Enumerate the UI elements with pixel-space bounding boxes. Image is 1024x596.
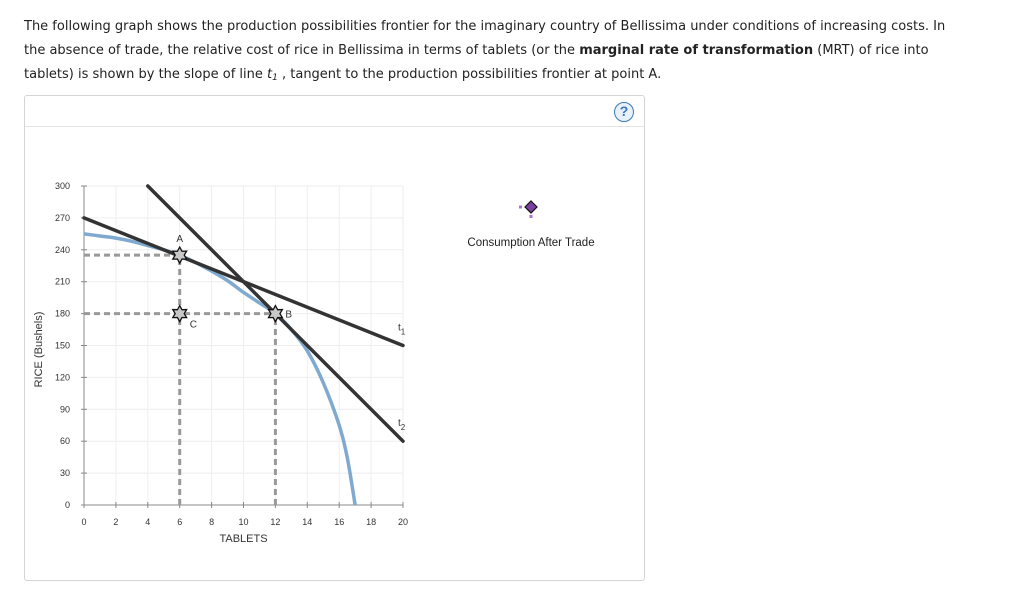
point-b-marker [267,304,284,323]
consumption-after-trade-label: Consumption After Trade [467,237,594,249]
help-button[interactable]: ? [614,102,634,122]
point-b-label: B [285,310,292,321]
x-tick-label: 2 [113,517,118,527]
point-c-label: C [190,320,197,331]
x-tick-label: 0 [81,517,86,527]
x-tick-label: 10 [238,517,248,527]
t1-symbol: t1 [267,67,278,83]
x-tick-label: 6 [177,517,182,527]
point-c-marker [171,304,188,323]
x-tick-label: 14 [302,517,312,527]
y-tick-label: 180 [55,309,70,319]
y-tick-label: 30 [60,468,70,478]
legend-handle-bottom [529,215,533,218]
y-tick-label: 0 [65,500,70,510]
y-tick-label: 300 [55,181,70,191]
x-tick-label: 8 [209,517,214,527]
consumption-after-trade-icon [524,200,538,214]
y-tick-label: 270 [55,213,70,223]
x-tick-label: 18 [366,517,376,527]
y-tick-label: 210 [55,277,70,287]
intro-part1: The following graph shows the production… [24,19,946,58]
y-tick-label: 120 [55,372,70,382]
y-tick-label: 60 [60,436,70,446]
point-a-label: A [176,234,183,245]
y-tick-label: 90 [60,404,70,414]
question-text: The following graph shows the production… [24,15,954,90]
y-tick-label: 150 [55,341,70,351]
legend-handle-left [519,205,522,209]
line-label-t1: t1 [398,323,406,337]
x-tick-label: 20 [398,517,408,527]
ppf-curve [83,232,357,506]
mrt-bold-term: marginal rate of transformation [579,43,814,58]
x-tick-label: 4 [145,517,150,527]
panel-toolbar-divider [25,126,644,127]
x-tick-label: 16 [334,517,344,527]
y-axis-title: RICE (Bushels) [33,312,45,388]
line-label-t2: t2 [398,418,406,432]
x-axis-title: TABLETS [219,533,267,545]
point-a-marker [171,245,188,265]
graph-panel: ? [24,95,645,581]
x-tick-label: 12 [270,517,280,527]
y-tick-label: 240 [55,245,70,255]
intro-part2: (MRT) of rice into tablets) is shown by … [24,43,929,82]
intro-part3: , tangent to the production possibilitie… [277,67,662,82]
